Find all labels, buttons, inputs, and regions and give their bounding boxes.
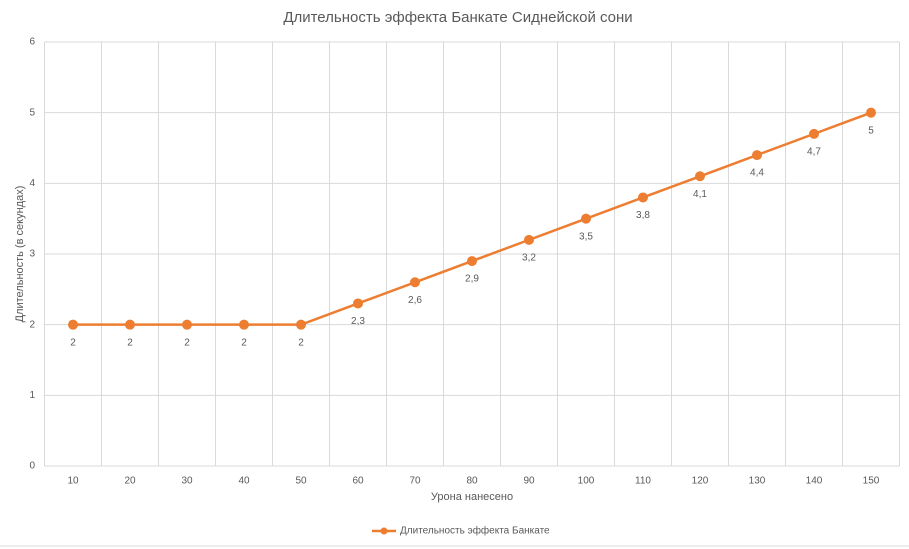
data-point: [68, 319, 78, 330]
data-label: 4,7: [807, 147, 821, 158]
data-point: [239, 319, 249, 330]
data-point: [467, 256, 477, 267]
data-label: 2: [127, 337, 133, 348]
data-point: [182, 319, 192, 330]
data-point: [125, 319, 135, 330]
x-tick-label: 140: [806, 476, 823, 487]
data-label: 4,4: [750, 168, 764, 179]
x-tick-label: 70: [409, 476, 421, 487]
legend-label: Длительность эффекта Банкате: [400, 525, 550, 537]
x-tick-label: 90: [523, 476, 535, 487]
data-label: 2,3: [351, 316, 365, 327]
y-tick-label: 2: [29, 319, 35, 330]
data-point: [695, 171, 705, 182]
data-label: 4,1: [693, 189, 707, 200]
y-axis-title: Длительность (в секундах): [14, 186, 26, 323]
data-label: 2,9: [465, 274, 479, 285]
data-point: [410, 277, 420, 288]
data-point: [581, 213, 591, 224]
data-label: 2: [298, 337, 304, 348]
data-point: [638, 192, 648, 203]
y-tick-label: 0: [29, 461, 35, 472]
data-point: [752, 150, 762, 161]
x-tick-label: 130: [749, 476, 766, 487]
x-tick-label: 150: [863, 476, 880, 487]
legend-marker: [380, 527, 388, 535]
y-tick-label: 6: [29, 37, 35, 48]
data-label: 3,8: [636, 210, 650, 221]
y-tick-label: 4: [29, 178, 35, 189]
x-tick-label: 50: [295, 476, 307, 487]
x-tick-label: 30: [181, 476, 193, 487]
y-tick-label: 1: [29, 390, 35, 401]
x-tick-label: 100: [578, 476, 595, 487]
x-tick-label: 20: [124, 476, 136, 487]
x-tick-label: 120: [692, 476, 709, 487]
data-label: 2: [70, 337, 76, 348]
x-tick-label: 110: [635, 476, 651, 487]
x-tick-label: 80: [466, 476, 478, 487]
data-point: [353, 298, 363, 309]
x-axis-title: Урона нанесено: [431, 491, 513, 503]
data-label: 2,6: [408, 295, 422, 306]
chart-title: Длительность эффекта Банкате Сиднейской …: [283, 9, 632, 26]
y-tick-label: 5: [29, 107, 35, 118]
data-point: [809, 128, 819, 139]
data-label: 3,5: [579, 231, 593, 242]
y-tick-label: 3: [29, 249, 35, 260]
data-point: [866, 107, 876, 118]
data-label: 2: [241, 337, 247, 348]
x-tick-label: 10: [67, 476, 79, 487]
x-tick-label: 60: [352, 476, 364, 487]
data-point: [524, 234, 534, 245]
data-label: 3,2: [522, 253, 536, 264]
data-label: 5: [868, 125, 874, 136]
data-label: 2: [184, 337, 190, 348]
data-point: [296, 319, 306, 330]
x-tick-label: 40: [238, 476, 250, 487]
